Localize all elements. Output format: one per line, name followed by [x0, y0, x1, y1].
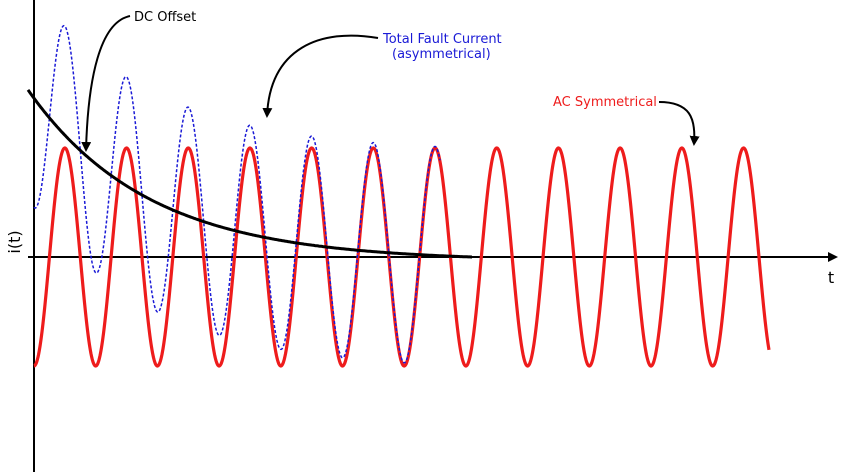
ac-symmetrical-curve [32, 146, 771, 368]
ac-symmetrical-label: AC Symmetrical [553, 95, 657, 110]
total-fault-arrow [262, 34, 379, 118]
total-fault-current-sublabel: (asymmetrical) [392, 47, 491, 62]
total-fault-current-curve [33, 24, 441, 364]
y-axis-label: i(t) [5, 230, 24, 253]
x-axis-label: t [828, 268, 834, 287]
dc-offset-curve [26, 89, 472, 259]
dc-offset-label: DC Offset [134, 10, 196, 25]
ac-symmetrical-arrow [658, 101, 700, 146]
total-fault-current-label: Total Fault Current [382, 32, 502, 47]
dc-offset-arrow [81, 15, 131, 152]
